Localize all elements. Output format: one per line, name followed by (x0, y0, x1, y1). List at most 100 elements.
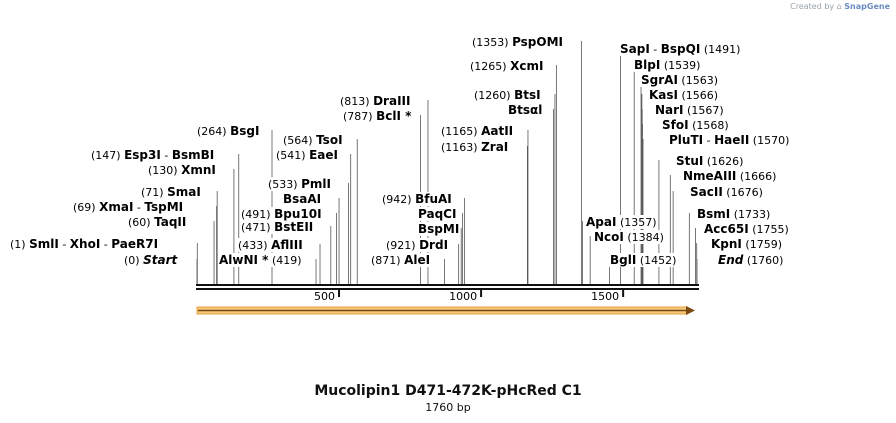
restriction-site[interactable]: (942) BfuAI (381, 192, 453, 206)
restriction-site[interactable]: (921) DrdI (385, 238, 450, 252)
restriction-site[interactable]: (1353) PspOMI (471, 35, 565, 49)
restriction-site[interactable]: SacII (1676) (689, 185, 764, 199)
site-label[interactable]: (147) Esp3I - BsmBI (91, 148, 214, 162)
site-label[interactable]: End (1760) (718, 253, 783, 267)
restriction-site[interactable]: BlpI (1539) (633, 58, 702, 72)
site-label[interactable]: (787) BclI * (343, 109, 412, 123)
site-label[interactable]: SapI - BspQI (1491) (620, 42, 740, 56)
site-label[interactable]: (533) PmlI (268, 177, 331, 191)
restriction-site[interactable]: (71) SmaI (140, 185, 202, 199)
site-label[interactable]: (0) Start (124, 253, 178, 267)
restriction-site[interactable]: (813) DraIII (339, 94, 412, 108)
restriction-site[interactable]: (787) BclI * (342, 109, 414, 123)
site-label[interactable]: SfoI (1568) (662, 118, 729, 132)
restriction-site[interactable]: Btsαl (507, 103, 544, 117)
site-label[interactable]: (541) EaeI (276, 148, 338, 162)
site-label[interactable]: (71) SmaI (141, 185, 201, 199)
site-label[interactable]: NcoI (1384) (594, 230, 664, 244)
restriction-site[interactable]: Acc65I (1755) (703, 222, 790, 236)
restriction-site[interactable]: (60) TaqII (127, 215, 188, 229)
site-label[interactable]: NarI (1567) (655, 103, 724, 117)
restriction-site[interactable]: KpnI (1759) (710, 237, 783, 251)
restriction-site[interactable]: (130) XmnI (147, 163, 217, 177)
restriction-site[interactable]: SapI - BspQI (1491) (619, 42, 742, 56)
site-label[interactable]: (871) AleI (371, 253, 430, 267)
restriction-site[interactable]: (433) AflIII (237, 238, 304, 252)
restriction-site[interactable]: PaqCI (417, 207, 458, 221)
restriction-site[interactable]: NcoI (1384) (593, 230, 665, 244)
site-label[interactable]: (1260) BtsI (474, 88, 541, 102)
site-label[interactable]: (1265) XcmI (470, 59, 543, 73)
site-label[interactable]: (471) BstEII (241, 220, 313, 234)
feature-arrow[interactable] (196, 306, 695, 315)
site-label[interactable]: StuI (1626) (676, 154, 743, 168)
restriction-site[interactable]: KasI (1566) (648, 88, 720, 102)
restriction-site[interactable]: SfoI (1568) (661, 118, 730, 132)
site-label[interactable]: SacII (1676) (690, 185, 763, 199)
site-label[interactable]: (69) XmaI - TspMI (73, 200, 183, 214)
restriction-site[interactable]: PluTI - HaeII (1570) (668, 133, 791, 147)
restriction-site[interactable]: (264) BsgI (196, 124, 261, 138)
site-label[interactable]: (491) Bpu10I (241, 207, 322, 221)
site-label[interactable]: KpnI (1759) (711, 237, 782, 251)
restriction-site[interactable]: SgrAI (1563) (640, 73, 719, 87)
restriction-site[interactable]: (0) Start (123, 253, 180, 267)
enzyme-name: AatII (481, 124, 513, 138)
site-label[interactable]: (921) DrdI (386, 238, 448, 252)
restriction-site[interactable]: BsmI (1733) (696, 207, 772, 221)
site-label[interactable]: SgrAI (1563) (641, 73, 718, 87)
restriction-site[interactable]: (147) Esp3I - BsmBI (90, 148, 216, 162)
restriction-site[interactable]: End (1760) (717, 253, 785, 267)
site-label[interactable]: (433) AflIII (238, 238, 303, 252)
site-label[interactable]: BglI (1452) (610, 253, 676, 267)
restriction-site[interactable]: ApaI (1357) (585, 215, 658, 229)
restriction-site[interactable]: (541) EaeI (275, 148, 339, 162)
site-label[interactable]: (1) SmlI - XhoI - PaeR7I (10, 237, 158, 251)
label-background (648, 88, 720, 102)
site-label[interactable]: PluTI - HaeII (1570) (669, 133, 789, 147)
site-label[interactable]: KasI (1566) (649, 88, 718, 102)
restriction-site[interactable]: (564) TsoI (282, 133, 344, 147)
site-label[interactable]: (60) TaqII (128, 215, 186, 229)
enzyme-name: BsmBI (172, 148, 214, 162)
restriction-site[interactable]: BglI (1452) (609, 253, 678, 267)
enzyme-name: PluTI (669, 133, 703, 147)
site-label[interactable]: (1165) AatII (441, 124, 513, 138)
label-background (689, 185, 764, 199)
restriction-site[interactable]: (471) BstEII (240, 220, 315, 234)
site-label[interactable]: (1353) PspOMI (472, 35, 563, 49)
site-label[interactable]: BlpI (1539) (634, 58, 700, 72)
site-label[interactable]: Btsαl (508, 103, 542, 117)
restriction-site[interactable]: (871) AleI (370, 253, 432, 267)
site-label[interactable]: ApaI (1357) (586, 215, 657, 229)
restriction-site[interactable]: AlwNI * (419) (218, 253, 303, 267)
restriction-site[interactable]: (491) Bpu10I (240, 207, 323, 221)
site-label[interactable]: (130) XmnI (148, 163, 216, 177)
site-label[interactable]: (264) BsgI (197, 124, 259, 138)
restriction-site[interactable]: NarI (1567) (654, 103, 725, 117)
restriction-site[interactable]: (1) SmlI - XhoI - PaeR7I (9, 237, 160, 251)
site-label[interactable]: (1163) ZraI (441, 140, 508, 154)
site-label[interactable]: AlwNI * (419) (219, 253, 302, 267)
site-label[interactable]: Acc65I (1755) (704, 222, 789, 236)
site-label[interactable]: BspMI (418, 222, 459, 236)
restriction-site[interactable]: (1163) ZraI (440, 140, 510, 154)
site-label[interactable]: NmeAIII (1666) (683, 169, 776, 183)
restriction-site[interactable]: BspMI (417, 222, 461, 236)
restriction-site[interactable]: StuI (1626) (675, 154, 745, 168)
site-label[interactable]: (942) BfuAI (382, 192, 452, 206)
site-label[interactable]: BsaAI (283, 192, 321, 206)
site-label[interactable]: BsmI (1733) (697, 207, 770, 221)
enzyme-name: TaqII (154, 215, 186, 229)
restriction-site[interactable]: (69) XmaI - TspMI (72, 200, 185, 214)
restriction-site[interactable]: (1165) AatII (440, 124, 515, 138)
site-label[interactable]: PaqCI (418, 207, 456, 221)
snapgene-logo-icon: ⌂ (836, 2, 842, 11)
restriction-site[interactable]: (1265) XcmI (469, 59, 545, 73)
site-label[interactable]: (564) TsoI (283, 133, 343, 147)
site-label[interactable]: (813) DraIII (340, 94, 410, 108)
restriction-site[interactable]: BsaAI (282, 192, 323, 206)
restriction-site[interactable]: NmeAIII (1666) (682, 169, 778, 183)
restriction-site[interactable]: (533) PmlI (267, 177, 332, 191)
restriction-site[interactable]: (1260) BtsI (473, 88, 542, 102)
